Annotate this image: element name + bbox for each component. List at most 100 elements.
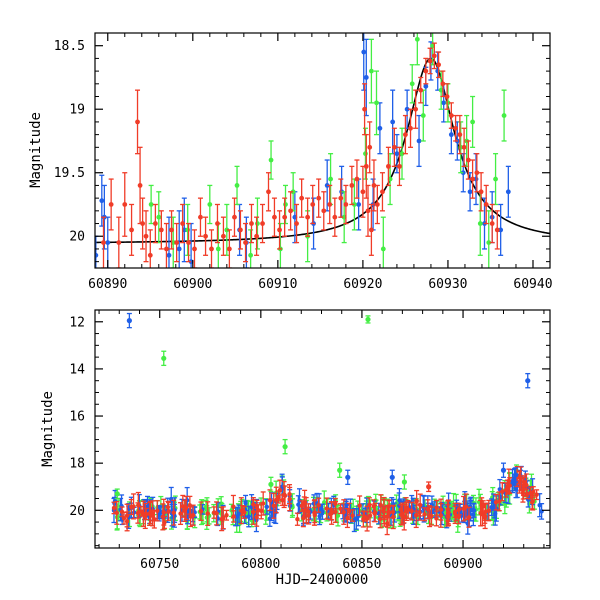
red-band-point [267,497,273,503]
red-data-point [363,163,369,169]
red-band-point [295,517,300,522]
y-tick-label: 18.5 [54,39,85,54]
red-band-point [180,504,186,509]
blue-band-point [471,512,476,517]
y-tick-label: 19.5 [54,166,85,181]
x-tick-label: 60750 [140,557,179,572]
red-data-point [215,221,220,226]
red-data-point [354,176,360,182]
red-band-point [341,509,346,515]
green-data-point [369,68,374,74]
red-data-point [266,189,271,195]
red-band-point [276,494,281,500]
red-band-point [398,512,404,517]
red-data-point [465,157,471,163]
red-band-point [414,498,419,504]
red-data-point [316,195,322,201]
bottom-data-layer [111,312,545,536]
red-band-point [350,513,355,518]
red-band-point [271,503,276,509]
red-band-point [493,499,499,505]
full-lightcurve-panel: 60750 60800 60850 60900 12 14 16 18 20 Magnitude… [40,309,551,588]
red-band-point [409,508,414,514]
red-band-point [329,508,334,513]
red-data-point [413,106,419,112]
x-tick-label: 60940 [513,277,552,292]
red-data-point [186,240,191,245]
blue-outlier-point [389,474,395,480]
red-band-point [534,492,539,497]
red-band-point [287,491,292,497]
y-tick-label: 12 [69,315,85,330]
red-data-point [448,113,454,118]
zoomed-lightcurve-panel: 60890 60900 60910 60920 60930 60940 18.5 19 19.5… [28,32,553,292]
blue-data-point [467,189,473,195]
green-data-point [328,176,333,182]
bottom-y-axis-label: Magnitude [40,391,56,467]
red-band-point [124,519,130,524]
green-data-point [290,189,296,195]
red-data-point [436,62,441,68]
green-data-point [486,240,492,245]
red-band-point [183,505,189,511]
red-band-point [301,515,306,521]
red-data-point [440,81,446,87]
red-band-point [324,506,329,511]
top-y-axis-label: Magnitude [28,112,44,188]
blue-data-point [377,125,383,131]
blue-band-point [471,508,477,513]
red-band-point [434,505,439,510]
red-data-point [169,227,174,233]
red-band-point [333,509,338,515]
red-data-point [367,144,373,150]
red-data-point [444,94,450,99]
red-data-point [483,202,489,207]
red-band-point [231,514,236,519]
green-data-point [268,157,274,163]
red-band-point [231,504,236,509]
blue-band-point [264,504,269,510]
x-tick-label: 60800 [241,557,280,572]
red-data-point [116,240,122,245]
bottom-plot-frame [94,309,551,549]
red-band-point [429,513,434,519]
red-data-point [369,227,374,233]
red-data-point [494,227,500,233]
red-band-point [214,511,219,516]
red-data-point [349,183,355,188]
red-band-point [150,511,155,516]
red-band-point [155,508,160,513]
red-data-point [453,125,458,131]
x-tick-label: 60890 [88,277,127,292]
y-tick-label: 16 [69,410,85,425]
red-band-point [302,501,307,506]
red-data-point [277,227,282,233]
green-data-point [399,151,405,157]
red-data-point [338,195,344,201]
red-band-point [280,497,285,503]
red-band-point [251,502,256,507]
green-data-point [414,36,420,42]
red-data-point [164,246,169,252]
red-data-point [386,163,391,169]
red-band-point [165,504,171,510]
green-data-point [283,202,288,207]
red-band-point [333,501,338,506]
red-band-point [461,506,466,511]
red-data-point [380,189,385,195]
blue-band-point [296,502,301,507]
red-data-point [427,58,433,64]
red-data-point [122,202,128,207]
red-band-point [240,508,245,513]
blue-data-point [166,252,172,258]
green-data-point [477,221,483,226]
red-band-point [466,515,472,520]
red-band-point [479,503,484,508]
green-data-point [255,221,260,226]
red-band-point [414,513,419,518]
red-band-point [162,520,167,525]
red-band-point [198,509,204,514]
blue-outlier-point [513,472,519,478]
red-band-point [224,513,229,518]
green-outlier-point [282,444,288,450]
